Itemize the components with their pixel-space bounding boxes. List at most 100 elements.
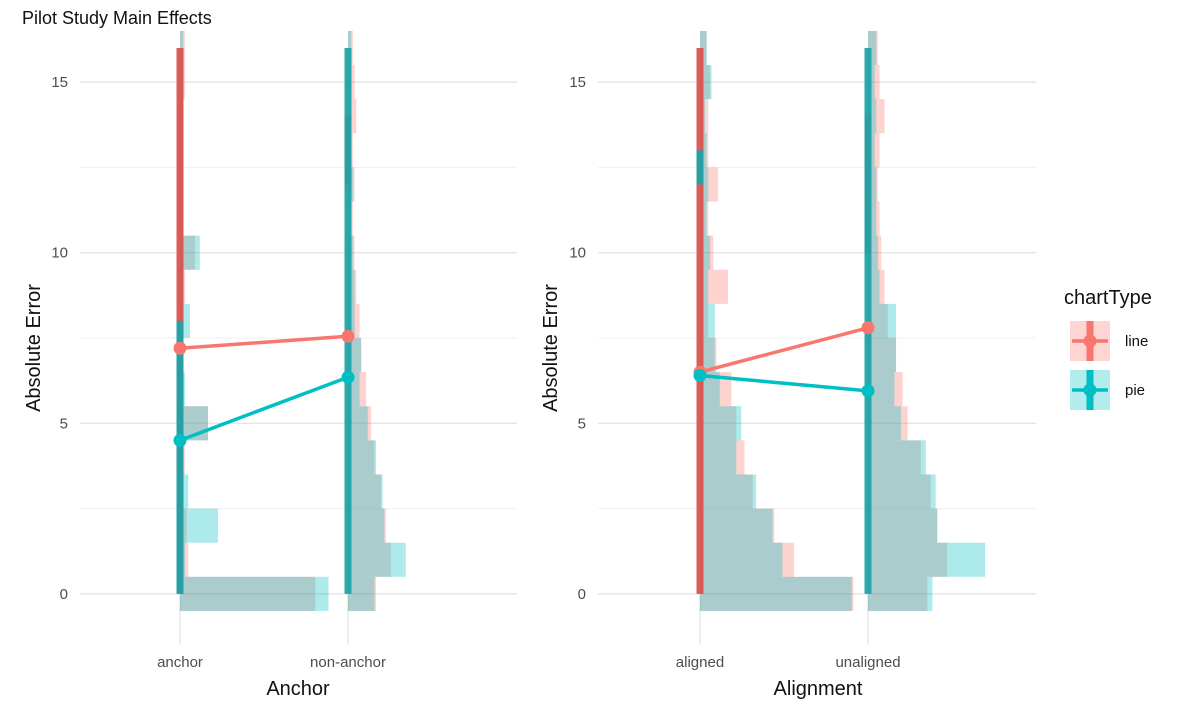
legend-key-point (1083, 383, 1097, 397)
x-axis-title: Anchor (266, 678, 330, 700)
y-tick-label: 15 (569, 74, 586, 91)
y-tick-label: 10 (51, 245, 68, 262)
histogram-bar-line (348, 576, 377, 611)
y-tick-label: 5 (60, 415, 68, 432)
histogram-bar-pie (348, 406, 368, 441)
x-tick-label: unaligned (835, 654, 900, 671)
x-tick-label: aligned (676, 654, 724, 671)
series-line-line (179, 334, 349, 350)
histogram-bar-line (868, 201, 880, 236)
histogram-bar-line (868, 133, 880, 168)
histogram-bar-line (180, 576, 316, 611)
histogram-bar-pie (700, 235, 710, 270)
histogram-bar-line (868, 508, 938, 543)
histogram-bar-line (348, 303, 360, 338)
histogram-bar-line (700, 406, 737, 441)
histogram-bar-line (868, 576, 928, 611)
histogram-bar-pie (868, 99, 877, 134)
histogram-bar-pie (868, 201, 877, 236)
histogram-bar-pie (700, 338, 715, 373)
series-line-line (699, 326, 869, 374)
y-tick-label: 5 (578, 415, 586, 432)
chart-title: Pilot Study Main Effects (22, 8, 212, 28)
histogram-bar-pie (700, 508, 773, 543)
histogram-bar-pie (868, 303, 897, 338)
histogram-bar-pie (868, 508, 938, 543)
histogram-bar-pie (868, 542, 986, 577)
point-pie (173, 433, 187, 447)
histogram-bar-pie (868, 440, 926, 475)
histogram-bar-pie (180, 303, 190, 338)
histogram-bar-line (700, 508, 775, 543)
histogram-bar-line (868, 542, 948, 577)
histogram-bar-pie (700, 167, 709, 202)
histogram-bar-line (700, 99, 709, 134)
histogram-bar-line (348, 99, 357, 134)
panel-right: 0 5 10 15 aligned unaligned Alignment Absolute … (540, 30, 1036, 700)
point-pie (341, 370, 355, 384)
histogram-bar-pie (700, 303, 715, 338)
histogram-bar-pie (868, 406, 901, 441)
histogram-bar-pie (348, 372, 360, 407)
point-pie (861, 384, 875, 398)
histogram-bar-pie (700, 372, 720, 407)
histogram-bar-pie (348, 576, 375, 611)
histogram-bar-line (700, 338, 717, 373)
histogram-bar-pie (700, 65, 712, 100)
range-bar-pie (696, 150, 704, 185)
point-line (341, 329, 355, 343)
x-tick-label: anchor (157, 654, 203, 671)
point-pie (693, 369, 707, 383)
histogram-bar-pie (180, 235, 200, 270)
histogram-bar-pie (868, 235, 878, 270)
histogram-bar-line (868, 30, 878, 66)
histogram-bar-pie (348, 508, 385, 543)
histogram-bar-pie (868, 338, 897, 373)
histogram-bar-line (700, 167, 719, 202)
histogram-bar-pie (868, 576, 933, 611)
range-bar-line (696, 48, 704, 594)
histogram-bar-line (700, 474, 753, 509)
histogram-bar-line (180, 542, 189, 577)
histogram-bar-line (348, 474, 381, 509)
histogram-bar-pie (700, 474, 757, 509)
histogram-bar-line (700, 303, 709, 338)
series-line-pie (179, 375, 349, 442)
histogram-bar-line (180, 235, 195, 270)
histogram-bar-line (868, 269, 885, 304)
histogram-bar-pie (348, 542, 406, 577)
x-axis-title: Alignment (774, 678, 863, 700)
legend-label: pie (1125, 382, 1145, 399)
histogram-bar-pie (700, 406, 742, 441)
point-line (173, 341, 187, 355)
histogram-bar-line (868, 440, 921, 475)
legend-title: chartType (1064, 287, 1152, 309)
histogram-bar-line (348, 269, 357, 304)
legend: chartType line pie (1064, 287, 1152, 410)
x-tick-label: non-anchor (310, 654, 386, 671)
legend-key-point (1083, 334, 1097, 348)
y-axis-title: Absolute Error (23, 284, 45, 412)
histogram-bar-line (700, 576, 854, 611)
histogram-bar-line (868, 99, 885, 134)
histogram-bar-pie (700, 440, 737, 475)
histogram-bar-line (700, 269, 729, 304)
histogram-bar-pie (180, 474, 189, 509)
histogram-bar-pie (700, 269, 709, 304)
histogram-bar-line (700, 440, 745, 475)
histogram-bar-line (868, 167, 878, 202)
histogram-bar-line (348, 406, 372, 441)
histogram-bar-line (868, 474, 931, 509)
series-line-pie (699, 373, 869, 393)
histogram-bar-line (348, 542, 391, 577)
range-bar-pie (864, 48, 872, 594)
y-tick-label: 0 (60, 586, 68, 603)
histogram-bar-pie (180, 576, 329, 611)
histogram-bar-line (700, 201, 709, 236)
histogram-bar-pie (348, 440, 377, 475)
histogram-bar-pie (180, 508, 218, 543)
histogram-bar-pie (868, 30, 877, 66)
y-tick-label: 15 (51, 74, 68, 91)
histogram-bar-pie (700, 542, 783, 577)
y-tick-label: 10 (569, 245, 586, 262)
